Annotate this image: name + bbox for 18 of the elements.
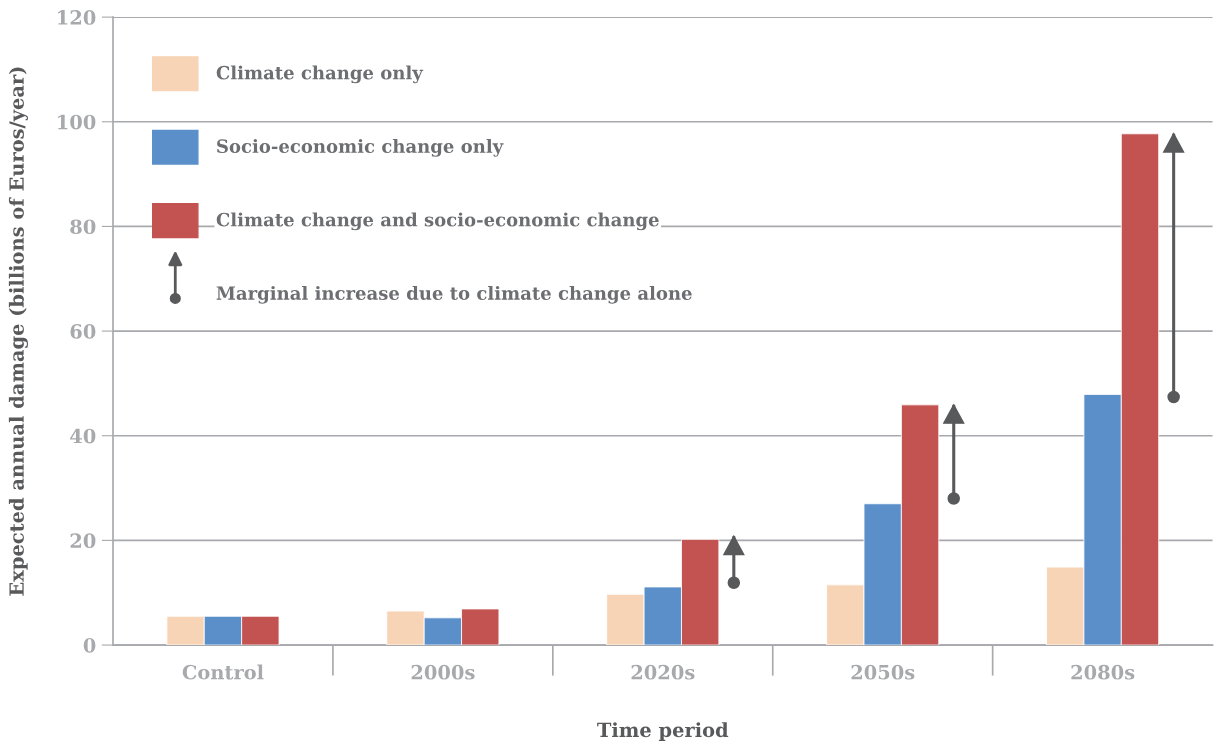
legend-label: Climate change only: [216, 65, 424, 84]
legend-label: Marginal increase due to climate change alone: [216, 285, 692, 304]
legend-label: Socio-economic change only: [217, 138, 504, 157]
y-tick-label: 100: [58, 114, 96, 130]
x-tick-label: 2000s: [411, 664, 475, 680]
y-axis-title: Expected annual damage (billions of Euros/year): [8, 67, 28, 596]
y-tick-label: 60: [70, 324, 96, 339]
y-tick-label: 40: [70, 428, 96, 444]
x-tick-label: 2020s: [631, 664, 695, 680]
y-tick-label: 120: [58, 10, 96, 25]
legend-label: Climate change and socio-economic change: [216, 212, 659, 231]
x-tick-label: Control: [182, 664, 264, 680]
x-axis-title: Time period: [597, 722, 729, 742]
x-tick-label: 2080s: [1071, 664, 1135, 680]
y-tick-label: 20: [70, 533, 96, 549]
x-tick-label: 2050s: [851, 664, 915, 680]
y-tick-label: 0: [83, 638, 96, 653]
y-tick-label: 80: [70, 219, 96, 235]
